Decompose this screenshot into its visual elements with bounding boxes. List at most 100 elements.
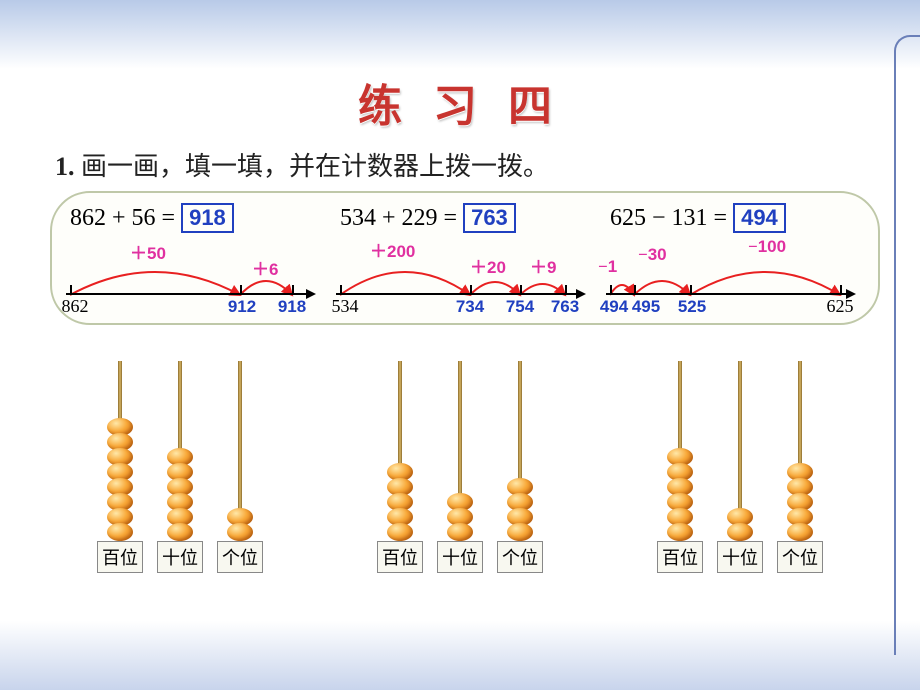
tick: [690, 285, 692, 295]
problem: 625 − 131 = 494494495525625−1−30−100: [600, 203, 870, 317]
abacus-column: 百位: [377, 361, 423, 573]
answer-box: 763: [463, 203, 516, 233]
place-label: 十位: [157, 541, 203, 573]
abacus-rod: [798, 361, 802, 541]
abacus-rod: [678, 361, 682, 541]
arc-label: −100: [748, 237, 786, 257]
place-label: 个位: [777, 541, 823, 573]
abacus-bead: [107, 523, 133, 541]
arc-sign: ＋: [470, 258, 487, 277]
number-label: 918: [278, 297, 306, 317]
expression: 534 + 229 = 763: [340, 203, 600, 233]
arc-value: 20: [487, 258, 506, 277]
number-label: 862: [62, 296, 89, 317]
problems-panel: 862 + 56 = 918862912918＋50＋6534 + 229 = …: [50, 191, 880, 325]
arc-value: 1: [608, 257, 617, 276]
number-label: 494: [600, 297, 628, 317]
number-label: 534: [332, 296, 359, 317]
arc-label: ＋20: [470, 253, 506, 278]
arc-sign: −: [598, 257, 608, 276]
abacus-rod: [178, 361, 182, 541]
arc-sign: ＋: [252, 260, 269, 279]
tick: [634, 285, 636, 295]
slide-frame: [894, 35, 920, 655]
question-number: 1.: [55, 152, 75, 181]
abacus-rod: [458, 361, 462, 541]
abacus-column: 十位: [717, 361, 763, 573]
expression-text: 625 − 131 =: [610, 205, 733, 231]
number-label: 495: [632, 297, 660, 317]
arc-label: −30: [638, 245, 667, 265]
abacus-bead: [727, 523, 753, 541]
abacus-rod: [398, 361, 402, 541]
abacus-rod: [738, 361, 742, 541]
place-label: 十位: [717, 541, 763, 573]
arc-value: 30: [648, 245, 667, 264]
arc-value: 50: [147, 244, 166, 263]
place-label: 百位: [97, 541, 143, 573]
place-label: 百位: [377, 541, 423, 573]
abacus-row: 百位十位个位百位十位个位百位十位个位: [0, 361, 920, 573]
number-label: 754: [506, 297, 534, 317]
arc-value: 6: [269, 260, 278, 279]
arc-label: ＋50: [130, 239, 166, 264]
number-label: 734: [456, 297, 484, 317]
axis-line: [66, 293, 314, 295]
question-line: 1. 画一画，填一填，并在计数器上拨一拨。: [55, 146, 920, 183]
arc-value: 100: [758, 237, 786, 256]
tick: [70, 285, 72, 295]
number-line: 534734754763＋200＋20＋9: [330, 237, 590, 317]
jump-arc: [70, 272, 240, 295]
tick: [240, 285, 242, 295]
place-label: 个位: [497, 541, 543, 573]
abacus-bead: [667, 523, 693, 541]
expression-text: 862 + 56 =: [70, 205, 181, 231]
abacus-bead: [447, 523, 473, 541]
abacus-bead: [507, 523, 533, 541]
number-label: 763: [551, 297, 579, 317]
abacus-rod: [238, 361, 242, 541]
place-label: 十位: [437, 541, 483, 573]
abacus-rod: [118, 361, 122, 541]
page-title: 练 习 四: [0, 0, 920, 134]
arc-sign: −: [638, 245, 648, 264]
abacus: 百位十位个位: [657, 361, 823, 573]
arc-label: ＋9: [530, 253, 556, 278]
arc-label: −1: [598, 257, 617, 277]
abacus-bead: [787, 523, 813, 541]
tick: [565, 285, 567, 295]
arc-sign: −: [748, 237, 758, 256]
abacus-bead: [387, 523, 413, 541]
answer-box: 918: [181, 203, 234, 233]
tick: [610, 285, 612, 295]
jump-arc: [340, 272, 470, 295]
expression: 625 − 131 = 494: [610, 203, 870, 233]
abacus: 百位十位个位: [377, 361, 543, 573]
tick: [292, 285, 294, 295]
tick: [520, 285, 522, 295]
problem: 862 + 56 = 918862912918＋50＋6: [60, 203, 330, 317]
abacus-column: 个位: [777, 361, 823, 573]
abacus: 百位十位个位: [97, 361, 263, 573]
arc-sign: ＋: [530, 258, 547, 277]
arc-label: ＋6: [252, 255, 278, 280]
problem: 534 + 229 = 763534734754763＋200＋20＋9: [330, 203, 600, 317]
number-label: 525: [678, 297, 706, 317]
place-label: 个位: [217, 541, 263, 573]
number-line: 862912918＋50＋6: [60, 237, 320, 317]
axis-line: [606, 293, 854, 295]
arc-sign: ＋: [130, 244, 147, 263]
arc-value: 200: [387, 242, 415, 261]
abacus-column: 个位: [497, 361, 543, 573]
abacus-column: 百位: [657, 361, 703, 573]
expression: 862 + 56 = 918: [70, 203, 330, 233]
jump-arc: [690, 272, 840, 295]
tick: [470, 285, 472, 295]
tick: [840, 285, 842, 295]
arc-value: 9: [547, 258, 556, 277]
number-label: 625: [827, 296, 854, 317]
abacus-rod: [518, 361, 522, 541]
answer-box: 494: [733, 203, 786, 233]
abacus-column: 十位: [437, 361, 483, 573]
abacus-column: 百位: [97, 361, 143, 573]
